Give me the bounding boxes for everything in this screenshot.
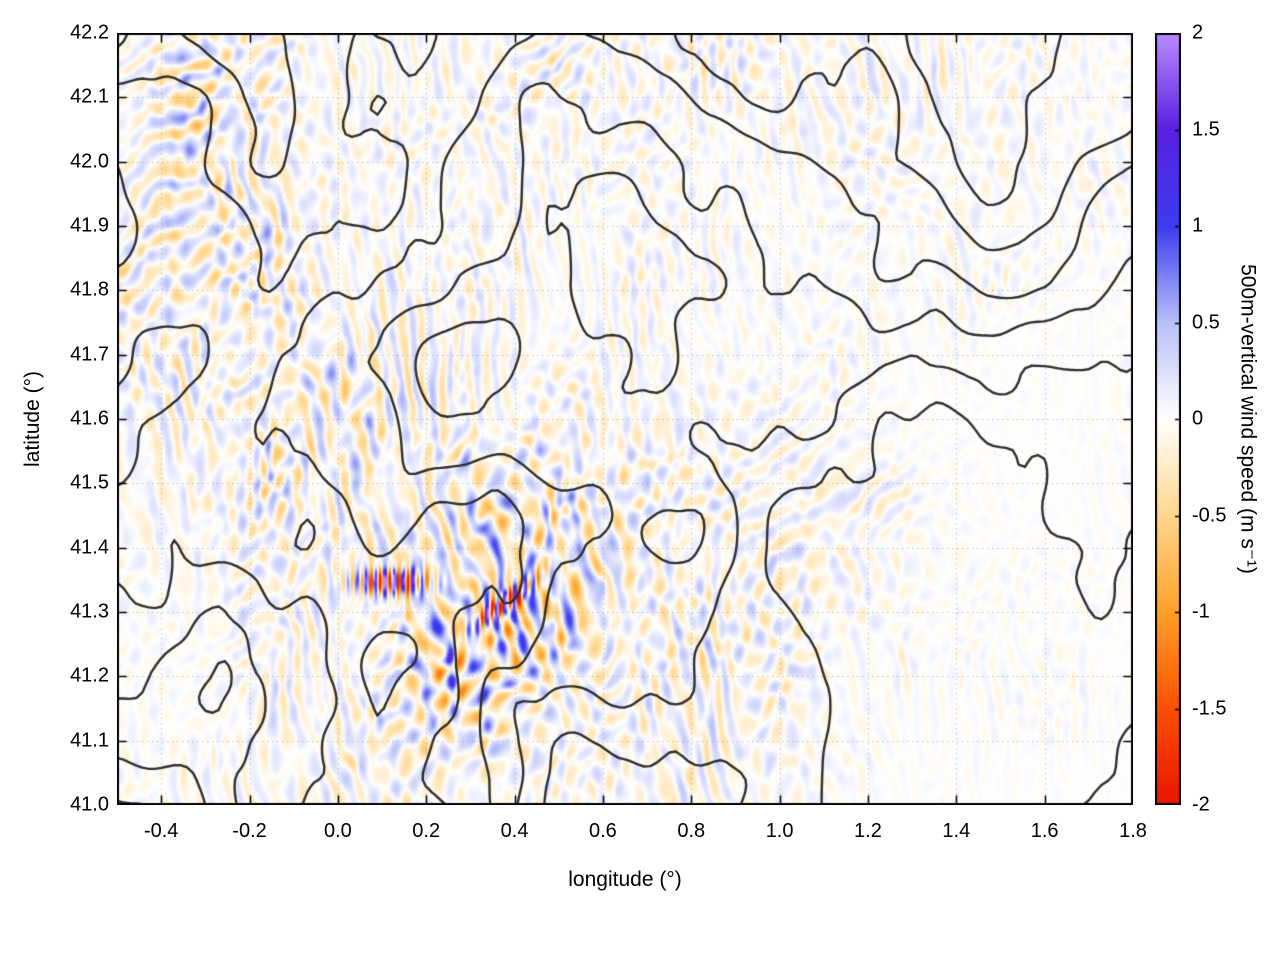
y-tick-label: 41.4: [70, 536, 109, 559]
colorbar-tick-label: 1: [1192, 214, 1204, 237]
x-axis-label: longitude (°): [568, 868, 682, 891]
colorbar-tick-label: 0.5: [1192, 311, 1220, 333]
colorbar-tick-label: 0: [1192, 407, 1204, 430]
x-tick-label: 0.8: [677, 820, 706, 842]
x-tick-label: 1.6: [1030, 820, 1059, 842]
x-tick-label: 0.0: [323, 820, 352, 842]
y-tick-label: 41.7: [70, 343, 109, 366]
x-tick-label: 0.4: [500, 820, 529, 842]
contour-overlay-canvas: [117, 33, 1133, 805]
x-tick-label: -0.4: [143, 820, 179, 842]
y-tick-label: 41.0: [70, 793, 109, 816]
y-tick-label: 42.0: [70, 150, 109, 173]
y-tick-label: 41.9: [70, 214, 109, 237]
colorbar-tick-label: -0.5: [1192, 504, 1227, 526]
plot-area: [117, 33, 1133, 805]
x-tick-label: 1.8: [1119, 820, 1147, 842]
y-tick-label: 41.6: [70, 407, 109, 430]
colorbar: [1155, 33, 1181, 805]
x-tick-label: 1.4: [942, 820, 971, 842]
colorbar-tick-label: 1.5: [1192, 118, 1220, 140]
colorbar-tick-label: -2: [1192, 793, 1210, 816]
x-tick-label: 1.2: [854, 820, 882, 842]
x-tick-label: 0.2: [412, 820, 441, 842]
y-axis-label: latitude (°): [21, 371, 44, 467]
y-tick-label: 41.5: [70, 471, 109, 494]
colorbar-tick-label: -1: [1192, 600, 1210, 623]
y-tick-label: 41.8: [70, 278, 109, 301]
y-tick-label: 41.3: [70, 600, 109, 623]
colorbar-tick-label: -1.5: [1192, 697, 1227, 719]
x-tick-label: -0.2: [232, 820, 267, 842]
y-tick-label: 41.2: [70, 664, 109, 687]
x-tick-label: 0.6: [589, 820, 617, 842]
x-tick-label: 1.0: [765, 820, 794, 842]
colorbar-tick-label: 2: [1192, 21, 1204, 44]
y-tick-label: 42.1: [70, 85, 109, 108]
y-tick-label: 42.2: [70, 21, 109, 44]
y-tick-label: 41.1: [70, 729, 109, 752]
colorbar-label: 500m-vertical wind speed (m s⁻¹): [1236, 264, 1260, 574]
